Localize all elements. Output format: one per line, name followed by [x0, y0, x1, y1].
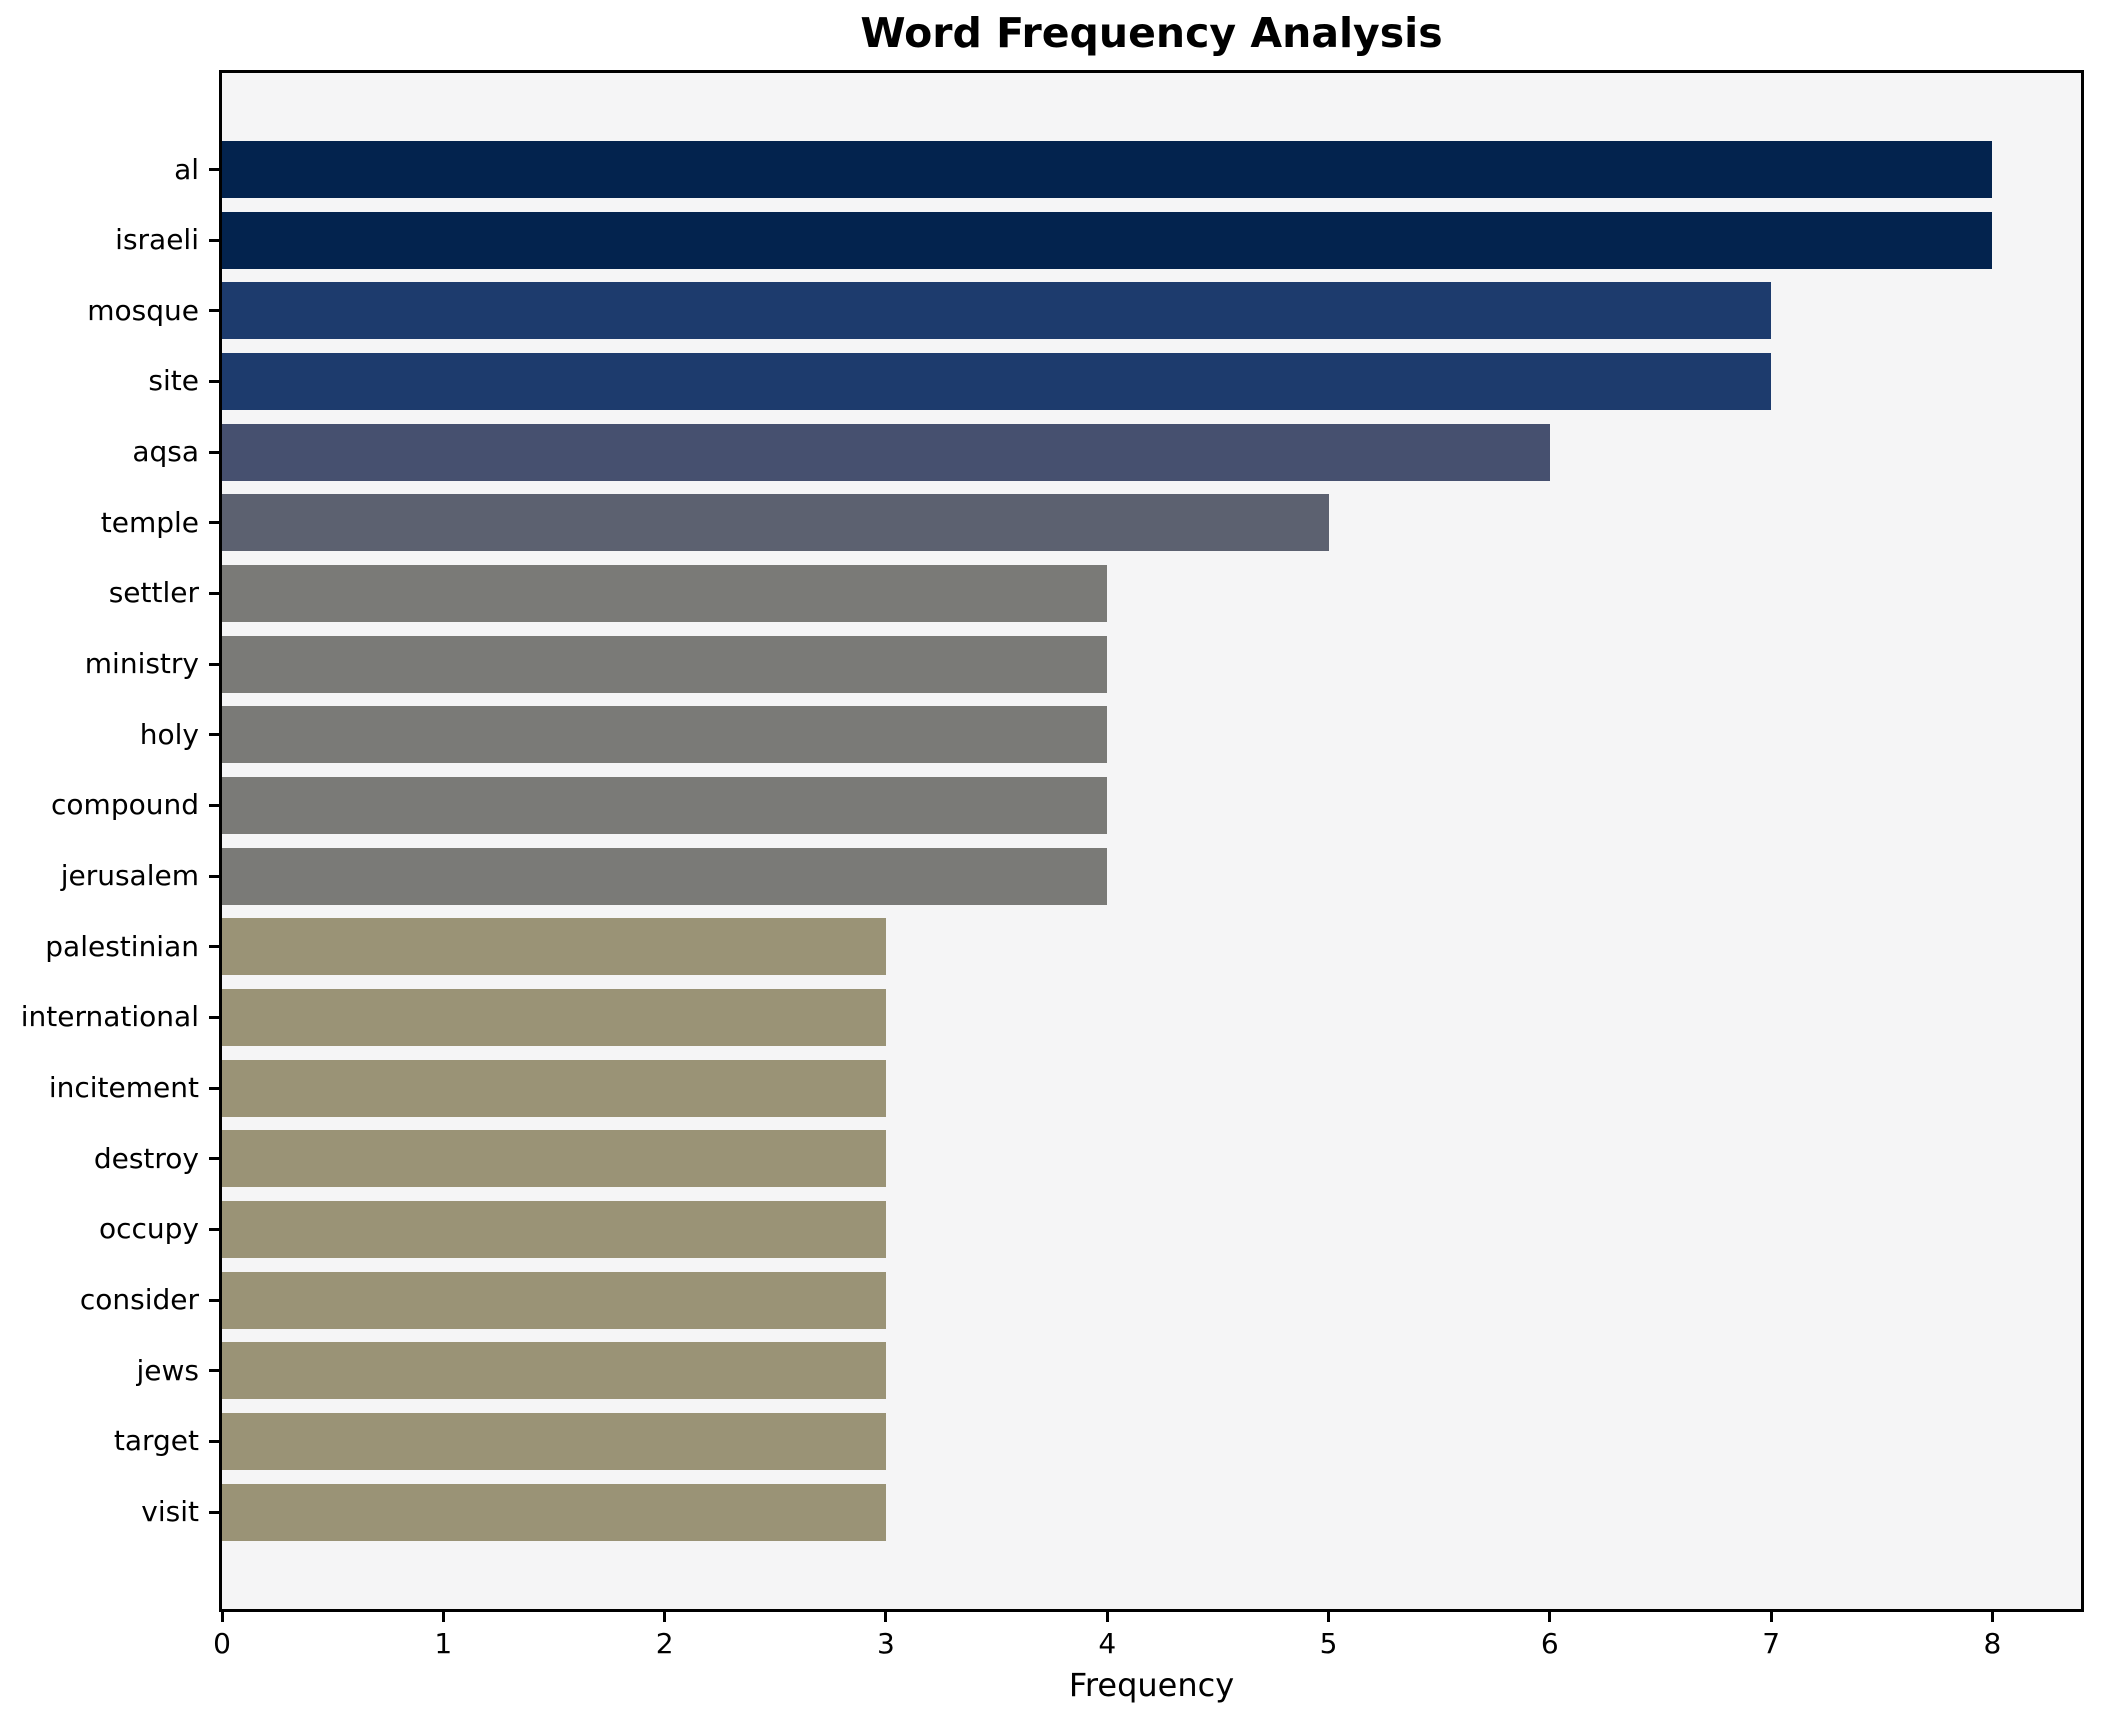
- y-tick-mark: [209, 1510, 219, 1514]
- x-tick-mark: [884, 1612, 888, 1622]
- bar-aqsa: [222, 423, 1550, 481]
- y-tick-label: jews: [136, 1353, 200, 1387]
- x-tick-label: 6: [1540, 1627, 1559, 1660]
- x-axis-label: Frequency: [1068, 1666, 1235, 1704]
- bar-jews: [222, 1342, 886, 1400]
- bar-settler: [222, 564, 1108, 622]
- y-tick-label: israeli: [115, 223, 199, 257]
- bar-international: [222, 988, 886, 1046]
- y-tick-label: al: [174, 152, 199, 186]
- y-tick-mark: [209, 1086, 219, 1090]
- y-tick-mark: [209, 1157, 219, 1161]
- x-tick-mark: [1990, 1612, 1994, 1622]
- x-tick-label: 3: [877, 1627, 895, 1660]
- y-tick-label: international: [20, 1000, 199, 1034]
- y-tick-mark: [209, 733, 219, 737]
- y-tick-mark: [209, 1227, 219, 1231]
- bar-visit: [222, 1483, 886, 1541]
- y-tick-mark: [209, 803, 219, 807]
- x-tick-label: 4: [1098, 1627, 1117, 1660]
- bars-layer: [222, 73, 2081, 1609]
- x-tick-mark: [1769, 1612, 1773, 1622]
- bar-israeli: [222, 211, 1993, 269]
- y-tick-mark: [209, 521, 219, 525]
- y-tick-mark: [209, 1439, 219, 1443]
- y-tick-label: occupy: [98, 1212, 199, 1246]
- y-tick-label: visit: [141, 1495, 199, 1529]
- bar-occupy: [222, 1200, 886, 1258]
- y-tick-mark: [209, 309, 219, 313]
- x-tick-label: 8: [1983, 1627, 2002, 1660]
- x-tick-mark: [1327, 1612, 1331, 1622]
- bar-palestinian: [222, 918, 886, 976]
- bar-destroy: [222, 1130, 886, 1188]
- y-tick-mark: [209, 238, 219, 242]
- chart-title: Word Frequency Analysis: [860, 9, 1443, 57]
- y-tick-mark: [209, 450, 219, 454]
- x-tick-mark: [1548, 1612, 1552, 1622]
- x-tick-mark: [663, 1612, 667, 1622]
- bar-incitement: [222, 1059, 886, 1117]
- bar-temple: [222, 494, 1329, 552]
- x-tick-label: 5: [1319, 1627, 1338, 1660]
- y-tick-label: settler: [108, 576, 199, 610]
- bar-compound: [222, 776, 1108, 834]
- y-tick-label: target: [113, 1424, 199, 1458]
- bar-site: [222, 352, 1772, 410]
- bar-target: [222, 1412, 886, 1470]
- y-tick-label: jerusalem: [60, 859, 199, 893]
- x-tick-mark: [1105, 1612, 1109, 1622]
- y-tick-label: holy: [139, 717, 199, 751]
- bar-al: [222, 141, 1993, 198]
- y-tick-mark: [209, 1298, 219, 1302]
- y-tick-mark: [209, 1015, 219, 1019]
- bar-holy: [222, 706, 1108, 764]
- y-tick-mark: [209, 662, 219, 666]
- y-tick-label: aqsa: [132, 435, 199, 469]
- x-tick-label: 1: [434, 1627, 453, 1660]
- x-tick-mark: [220, 1612, 224, 1622]
- y-tick-mark: [209, 379, 219, 383]
- y-tick-label: ministry: [84, 647, 199, 681]
- x-tick-mark: [441, 1612, 445, 1622]
- y-tick-mark: [209, 591, 219, 595]
- y-tick-mark: [209, 874, 219, 878]
- x-tick-label: 7: [1762, 1627, 1781, 1660]
- y-tick-label: temple: [100, 505, 199, 539]
- bar-jerusalem: [222, 847, 1108, 905]
- y-tick-label: site: [148, 364, 199, 398]
- y-tick-mark: [209, 1369, 219, 1373]
- x-tick-label: 2: [655, 1627, 674, 1660]
- y-tick-mark: [209, 945, 219, 949]
- plot-area: [219, 70, 2084, 1612]
- y-tick-label: compound: [51, 788, 199, 822]
- y-tick-label: destroy: [93, 1141, 199, 1175]
- y-tick-mark: [209, 168, 219, 171]
- y-tick-label: consider: [79, 1283, 199, 1317]
- bar-ministry: [222, 635, 1108, 693]
- x-tick-label: 0: [213, 1627, 231, 1660]
- bar-mosque: [222, 282, 1772, 340]
- y-tick-label: incitement: [48, 1071, 199, 1105]
- y-tick-label: mosque: [87, 293, 199, 327]
- y-tick-label: palestinian: [45, 929, 199, 963]
- bar-consider: [222, 1271, 886, 1329]
